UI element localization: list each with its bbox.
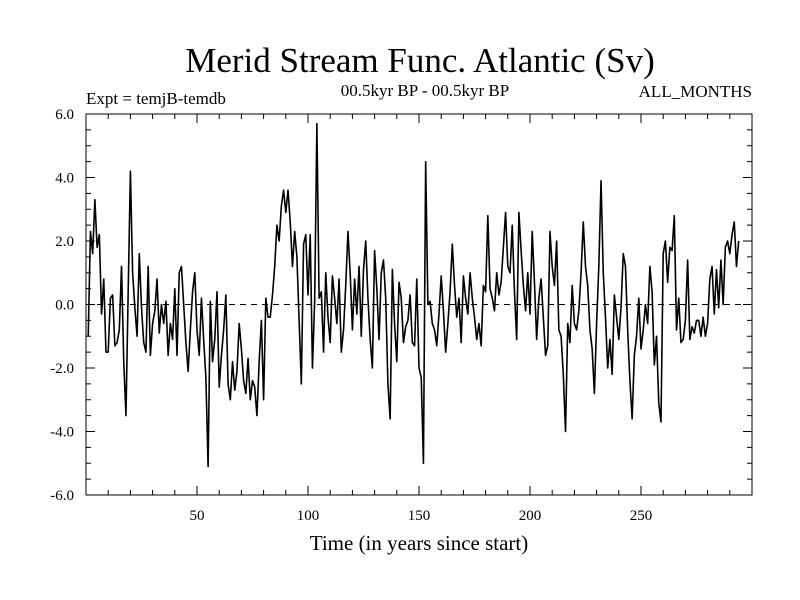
y-tick-label: 4.0 — [55, 171, 74, 187]
x-tick-label: 200 — [519, 508, 542, 524]
x-tick-label: 250 — [630, 508, 653, 524]
y-tick-label: 2.0 — [55, 234, 74, 250]
y-tick-label: -6.0 — [50, 488, 74, 504]
x-tick-label: 150 — [408, 508, 431, 524]
y-tick-label: 6.0 — [55, 107, 74, 123]
series-group — [87, 122, 740, 468]
chart-title: Merid Stream Func. Atlantic (Sv) — [185, 41, 655, 80]
y-tick-label: -2.0 — [50, 361, 74, 377]
x-tick-label: 50 — [190, 508, 205, 524]
x-tick-label: 100 — [297, 508, 320, 524]
chart-subtitle-experiment: Expt = temjB-temdb — [86, 89, 226, 108]
x-axis-label: Time (in years since start) — [310, 531, 529, 555]
y-tick-label: 0.0 — [55, 298, 74, 314]
y-tick-label: -4.0 — [50, 425, 74, 441]
series-line-0 — [87, 122, 740, 468]
chart-subtitle-period: 00.5kyr BP - 00.5kyr BP — [341, 81, 509, 100]
axis-ticks: 50 100 150 200 250 -6.0 -4.0 -2.0 0.0 2.0 4.0 6.0 — [50, 107, 752, 524]
chart-subtitle-months: ALL_MONTHS — [639, 82, 752, 101]
